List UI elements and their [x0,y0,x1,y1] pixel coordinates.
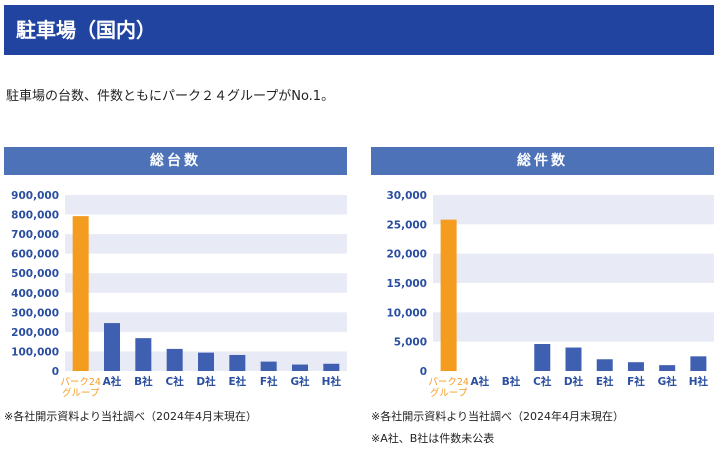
bar [198,352,214,371]
bar [323,363,340,371]
bar [104,323,120,371]
x-category-label: グループ [430,387,468,399]
y-tick-label: 900,000 [11,190,59,202]
x-category-label: グループ [62,387,100,399]
y-tick-label: 400,000 [11,288,59,300]
grid-band [65,312,347,332]
x-category-label: パーク24 [428,377,469,388]
y-tick-label: 700,000 [11,229,59,241]
bar [690,356,707,371]
grid-band [65,234,347,254]
x-category-label: D社 [196,375,216,388]
grid-band [65,195,347,215]
total-spaces-panel: 総台数 900,000 800,000 700,000 600,000 500,000 4… [4,147,347,399]
x-category-label: C社 [166,375,185,388]
x-category-label: D社 [564,375,584,388]
y-tick-label: 0 [420,366,427,378]
x-category-label: A社 [103,375,122,388]
x-category-label: C社 [533,375,552,388]
grid-band [433,253,714,283]
total-locations-panel: 総件数 30,000 25,000 20,000 15,000 10,000 5,000 0… [371,147,714,399]
x-category-label: E社 [228,375,246,388]
x-category-label: F社 [627,375,645,388]
y-tick-label: 600,000 [11,249,59,261]
x-category-label: パーク24 [60,377,101,388]
y-tick-label: 300,000 [11,307,59,319]
bar [534,344,551,371]
grid-band [433,195,714,225]
x-category-label: B社 [134,375,153,388]
bar [72,216,89,371]
bar [659,365,676,371]
y-tick-label: 25,000 [386,219,427,231]
bar [260,361,277,371]
y-tick-label: 20,000 [386,249,427,261]
x-category-label: F社 [260,375,278,388]
total-locations-chart: 30,000 25,000 20,000 15,000 10,000 5,000 0 パーク2… [371,175,714,405]
total-locations-chart-svg: 30,000 25,000 20,000 15,000 10,000 5,000 0パーク2… [386,190,714,399]
y-tick-label: 15,000 [386,278,427,290]
y-tick-label: 0 [52,366,59,378]
y-tick-label: 500,000 [11,268,59,280]
bar [229,354,246,371]
x-category-label: G社 [290,375,310,388]
x-category-label: A社 [471,375,490,388]
y-tick-label: 10,000 [386,307,427,319]
x-category-label: H社 [689,375,709,388]
bar [166,348,183,371]
bar [135,338,152,371]
bar [292,364,308,371]
y-tick-label: 30,000 [386,190,427,202]
y-tick-label: 100,000 [11,346,59,358]
y-tick-label: 200,000 [11,327,59,339]
unpublished-note: ※A社、B社は件数未公表 [371,432,495,445]
x-category-label: H社 [322,375,342,388]
x-category-label: G社 [658,375,678,388]
total-spaces-chart: 900,000 800,000 700,000 600,000 500,000 400,0… [4,175,347,405]
source-note-right: ※各社開示資料より当社調べ（2024年4月末現在） [371,410,624,423]
y-tick-label: 5,000 [394,337,427,349]
bar [440,219,457,371]
page-title: 駐車場（国内） [16,18,156,42]
x-category-label: E社 [596,375,614,388]
bar [596,359,613,371]
total-spaces-title: 総台数 [4,147,347,175]
y-tick-label: 800,000 [11,210,59,222]
intro-text: 駐車場の台数、件数ともにパーク２４グループがNo.1。 [6,89,335,104]
total-spaces-chart-svg: 900,000 800,000 700,000 600,000 500,000 400,0… [11,190,347,399]
page-header: 駐車場（国内） [4,5,714,55]
grid-band [65,273,347,293]
total-locations-title: 総件数 [371,147,714,175]
source-note-left: ※各社開示資料より当社調べ（2024年4月末現在） [4,410,257,423]
grid-band [433,312,714,342]
bar [565,347,582,371]
bar [627,362,644,371]
x-category-label: B社 [502,375,521,388]
